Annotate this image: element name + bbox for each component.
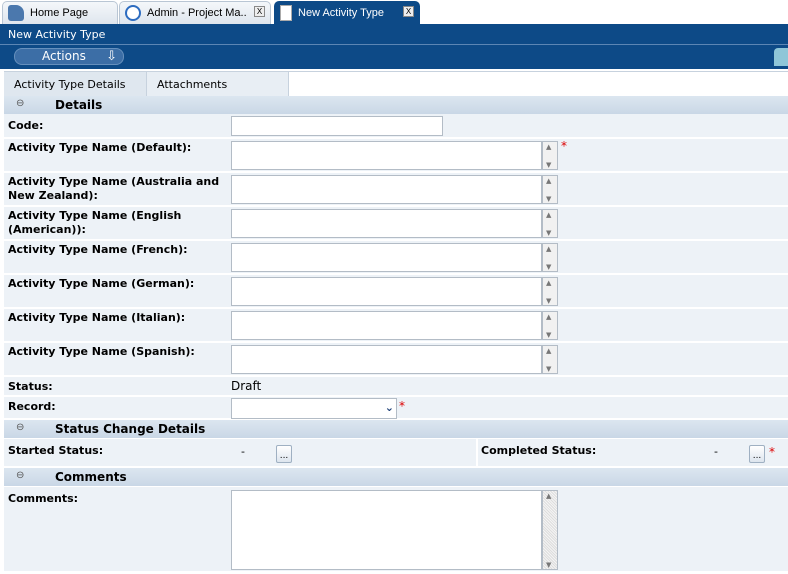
gear-icon: [125, 5, 141, 21]
activity-type-name-textarea[interactable]: [231, 243, 542, 272]
collapse-icon[interactable]: ⊖: [16, 98, 25, 109]
status-row: Status: Draft: [4, 377, 788, 397]
scrollbar[interactable]: [542, 311, 558, 340]
code-input[interactable]: [231, 116, 443, 136]
comments-row: Comments:: [4, 487, 788, 573]
scrollbar[interactable]: [542, 243, 558, 272]
scrollbar[interactable]: [542, 209, 558, 238]
tab-attachments[interactable]: Attachments: [147, 72, 289, 97]
comments-textarea[interactable]: [231, 490, 542, 570]
status-value: Draft: [231, 379, 262, 393]
panel-toggle-icon[interactable]: [774, 48, 788, 66]
activity-type-name-row: Activity Type Name (Default): *: [4, 139, 788, 173]
activity-type-name-row: Activity Type Name (Australia and New Ze…: [4, 173, 788, 207]
arrow-down-icon: ⇩: [106, 49, 117, 64]
activity-type-name-row: Activity Type Name (French):: [4, 241, 788, 275]
sub-tabs: Activity Type Details Attachments: [4, 71, 788, 97]
close-tab-button[interactable]: X: [254, 6, 265, 17]
activity-type-name-textarea[interactable]: [231, 277, 542, 306]
started-status-lookup-button[interactable]: ...: [276, 445, 292, 463]
collapse-icon[interactable]: ⊖: [16, 470, 25, 481]
scrollbar[interactable]: [542, 345, 558, 374]
activity-type-name-row: Activity Type Name (Italian):: [4, 309, 788, 343]
scrollbar[interactable]: [542, 490, 558, 570]
record-row: Record: ⌄ *: [4, 397, 788, 420]
tab-admin-project[interactable]: Admin - Project Ma.. X: [119, 1, 271, 24]
action-bar: Actions ⇩: [0, 45, 788, 69]
completed-status-lookup-button[interactable]: ...: [749, 445, 765, 463]
collapse-icon[interactable]: ⊖: [16, 422, 25, 433]
activity-type-name-textarea[interactable]: [231, 345, 542, 374]
code-row: Code:: [4, 114, 788, 139]
tab-new-activity-type[interactable]: New Activity Type X: [274, 1, 420, 24]
scrollbar[interactable]: [542, 277, 558, 306]
status-change-section-header[interactable]: ⊖ Status Change Details: [4, 420, 788, 438]
actions-button[interactable]: Actions ⇩: [14, 48, 124, 65]
scrollbar[interactable]: [542, 175, 558, 204]
activity-type-name-textarea[interactable]: [231, 175, 542, 204]
details-section-header[interactable]: ⊖ Details: [4, 96, 788, 114]
activity-type-name-textarea[interactable]: [231, 141, 542, 170]
document-icon: [280, 5, 292, 21]
activity-type-name-row: Activity Type Name (English (American)):: [4, 207, 788, 241]
activity-type-name-textarea[interactable]: [231, 209, 542, 238]
close-tab-button[interactable]: X: [403, 6, 414, 17]
record-select[interactable]: ⌄: [231, 398, 397, 419]
tab-bar: Home Page Admin - Project Ma.. X New Acti…: [0, 0, 788, 24]
activity-type-name-textarea[interactable]: [231, 311, 542, 340]
scrollbar[interactable]: [542, 141, 558, 170]
chevron-down-icon: ⌄: [384, 401, 394, 414]
status-change-row: Started Status: - ... Completed Status: …: [4, 439, 788, 468]
tab-home-page[interactable]: Home Page: [2, 1, 118, 24]
activity-type-name-row: Activity Type Name (Spanish):: [4, 343, 788, 377]
comments-section-header[interactable]: ⊖ Comments: [4, 468, 788, 486]
page-title: New Activity Type: [0, 24, 788, 45]
activity-type-name-row: Activity Type Name (German):: [4, 275, 788, 309]
home-icon: [8, 5, 24, 21]
tab-activity-type-details[interactable]: Activity Type Details: [4, 72, 147, 97]
